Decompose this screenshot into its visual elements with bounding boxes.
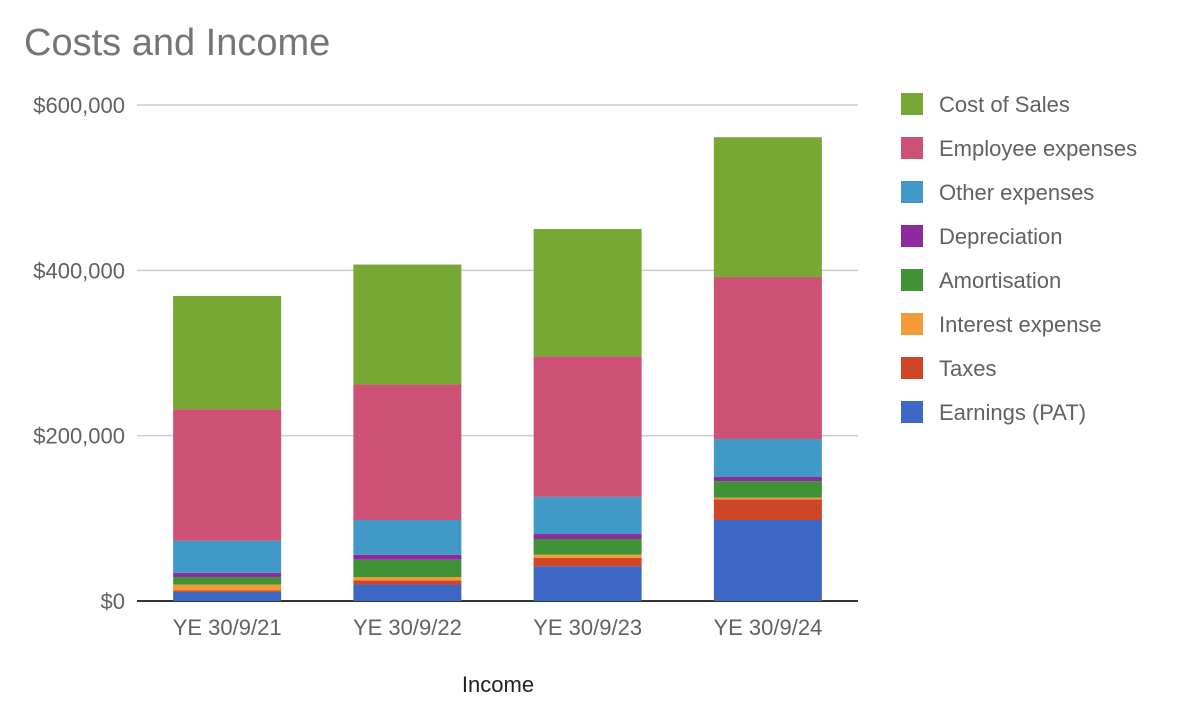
bar-segment bbox=[533, 539, 642, 555]
bar-segment bbox=[533, 566, 642, 601]
x-tick-label: YE 30/9/23 bbox=[533, 615, 642, 640]
y-tick-label: $600,000 bbox=[33, 93, 125, 118]
bar-segment bbox=[713, 438, 822, 477]
bar-segment bbox=[533, 534, 642, 539]
legend-item-label[interactable]: Other expenses bbox=[939, 180, 1094, 205]
legend[interactable]: Cost of Sales Employee expenses Other expe… bbox=[901, 92, 1137, 425]
bar-segment bbox=[173, 572, 282, 578]
x-axis-label: Income bbox=[462, 672, 534, 697]
y-axis-ticks: $0 $200,000 $400,000 $600,000 bbox=[33, 93, 125, 614]
bar-segment bbox=[173, 295, 282, 410]
bar-segment bbox=[173, 577, 282, 585]
bar-segment bbox=[353, 577, 462, 581]
legend-swatch[interactable] bbox=[901, 93, 923, 115]
y-tick-label: $400,000 bbox=[33, 258, 125, 283]
x-tick-label: YE 30/9/22 bbox=[353, 615, 462, 640]
bar-segment bbox=[353, 559, 462, 578]
bar-segment bbox=[713, 137, 822, 277]
y-tick-label: $200,000 bbox=[33, 424, 125, 449]
bar-segment bbox=[353, 584, 462, 601]
bar-segment bbox=[533, 554, 642, 559]
legend-swatch[interactable] bbox=[901, 269, 923, 291]
bar-segment bbox=[353, 554, 462, 560]
bar-segment bbox=[713, 481, 822, 498]
legend-item-label[interactable]: Earnings (PAT) bbox=[939, 400, 1086, 425]
bar-segment bbox=[713, 477, 822, 482]
bar-segment bbox=[353, 519, 462, 555]
x-tick-label: YE 30/9/21 bbox=[173, 615, 282, 640]
legend-item-label[interactable]: Interest expense bbox=[939, 312, 1102, 337]
legend-swatch[interactable] bbox=[901, 137, 923, 159]
bar-segment bbox=[353, 580, 462, 585]
bar-segment bbox=[713, 276, 822, 439]
bar-segment bbox=[713, 497, 822, 500]
bar-segment bbox=[173, 591, 282, 601]
legend-swatch[interactable] bbox=[901, 357, 923, 379]
bar-segment bbox=[713, 499, 822, 520]
bars bbox=[173, 137, 822, 601]
bar-segment bbox=[713, 519, 822, 601]
y-tick-label: $0 bbox=[101, 589, 125, 614]
bar-segment bbox=[353, 264, 462, 385]
x-axis-ticks: YE 30/9/21 YE 30/9/22 YE 30/9/23 YE 30/9/24 bbox=[173, 615, 823, 640]
chart-title: Costs and Income bbox=[24, 22, 331, 64]
bar-segment bbox=[533, 229, 642, 357]
bar-segment bbox=[533, 356, 642, 497]
x-tick-label: YE 30/9/24 bbox=[713, 615, 822, 640]
legend-item-label[interactable]: Taxes bbox=[939, 356, 996, 381]
legend-item-label[interactable]: Cost of Sales bbox=[939, 92, 1070, 117]
bar-segment bbox=[173, 590, 282, 592]
bar-segment bbox=[353, 384, 462, 520]
bar-segment bbox=[533, 558, 642, 567]
legend-swatch[interactable] bbox=[901, 225, 923, 247]
legend-item-label[interactable]: Depreciation bbox=[939, 224, 1063, 249]
legend-swatch[interactable] bbox=[901, 181, 923, 203]
legend-swatch[interactable] bbox=[901, 401, 923, 423]
legend-swatch[interactable] bbox=[901, 313, 923, 335]
bar-segment bbox=[533, 496, 642, 535]
bar-segment bbox=[173, 540, 282, 573]
bar-segment bbox=[173, 409, 282, 541]
bar-segment bbox=[173, 584, 282, 591]
legend-item-label[interactable]: Employee expenses bbox=[939, 136, 1137, 161]
legend-item-label[interactable]: Amortisation bbox=[939, 268, 1061, 293]
